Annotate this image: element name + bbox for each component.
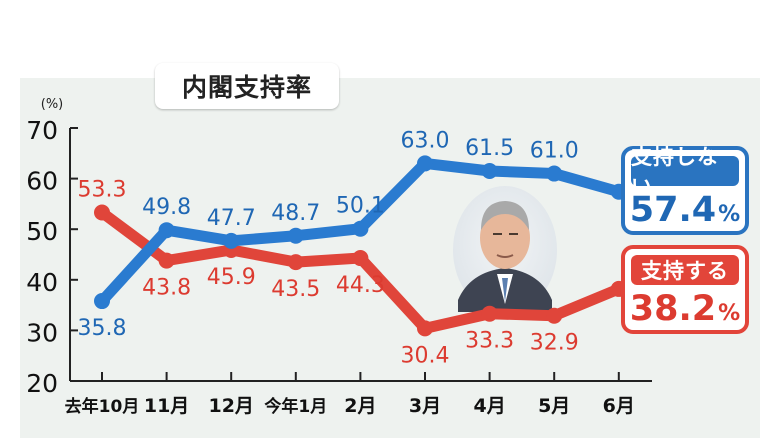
person-portrait: [453, 186, 557, 314]
data-label-support: 63.0: [401, 128, 450, 153]
data-label-oppose: 30.4: [401, 343, 450, 368]
legend-support-value: 57.4: [629, 190, 717, 230]
data-point-support: [223, 232, 240, 249]
legend-support-label: 支持しない: [631, 145, 739, 199]
data-point-support: [94, 293, 110, 310]
y-tick-label: 60: [26, 167, 58, 196]
x-tick-label: 去年10月: [65, 396, 140, 417]
data-label-support: 48.7: [271, 201, 320, 226]
data-point-oppose: [417, 320, 433, 337]
y-tick-label: 70: [26, 116, 58, 145]
data-label-support: 47.7: [207, 206, 256, 231]
data-point-support: [287, 227, 304, 244]
legend-support-value-wrap: 57.4%: [625, 190, 745, 230]
y-tick-label: 40: [26, 268, 58, 297]
data-point-oppose: [158, 252, 175, 269]
x-tick-label: 6月: [603, 395, 635, 417]
x-tick-label: 11月: [144, 395, 189, 417]
data-point-support: [158, 222, 175, 239]
data-point-support: [546, 165, 563, 182]
data-point-support: [481, 163, 498, 180]
legend-oppose-value: 38.2: [629, 289, 717, 329]
x-tick-label: 今年1月: [264, 396, 327, 417]
data-label-oppose: 43.8: [142, 276, 191, 301]
data-label-oppose: 44.3: [336, 273, 385, 298]
y-tick-label: 30: [26, 318, 58, 347]
y-tick-label: 20: [26, 369, 58, 398]
y-tick-label: 50: [26, 217, 58, 246]
legend-support-unit: %: [718, 202, 741, 227]
data-label-oppose: 53.3: [78, 178, 127, 203]
data-label-oppose: 43.5: [271, 277, 320, 302]
legend-support: 支持しない 57.4%: [621, 145, 749, 235]
data-point-support: [352, 220, 369, 237]
legend-oppose-unit: %: [718, 301, 741, 326]
data-label-support: 61.0: [530, 139, 579, 164]
legend-oppose: 支持する 38.2%: [621, 245, 749, 334]
x-tick-label: 3月: [409, 395, 441, 417]
data-label-support: 50.1: [336, 194, 385, 219]
x-tick-label: 5月: [538, 395, 570, 417]
data-label-support: 35.8: [78, 316, 127, 341]
data-label-support: 49.8: [142, 195, 191, 220]
legend-oppose-value-wrap: 38.2%: [625, 289, 745, 329]
y-unit-label: (%): [41, 97, 64, 112]
chart-title: 内閣支持率: [155, 63, 339, 109]
x-tick-label: 12月: [208, 395, 253, 417]
data-point-oppose: [481, 305, 498, 322]
data-label-oppose: 45.9: [207, 265, 256, 290]
x-tick-label: 4月: [473, 395, 505, 417]
legend-oppose-label: 支持する: [631, 255, 739, 285]
data-label-support: 61.5: [465, 136, 514, 161]
data-label-oppose: 33.3: [465, 329, 514, 354]
data-point-oppose: [94, 204, 110, 221]
data-point-support: [417, 155, 433, 172]
x-tick-label: 2月: [344, 395, 376, 417]
data-point-oppose: [287, 254, 304, 271]
data-label-oppose: 32.9: [530, 331, 579, 356]
data-point-oppose: [352, 250, 369, 267]
data-point-oppose: [546, 307, 563, 324]
